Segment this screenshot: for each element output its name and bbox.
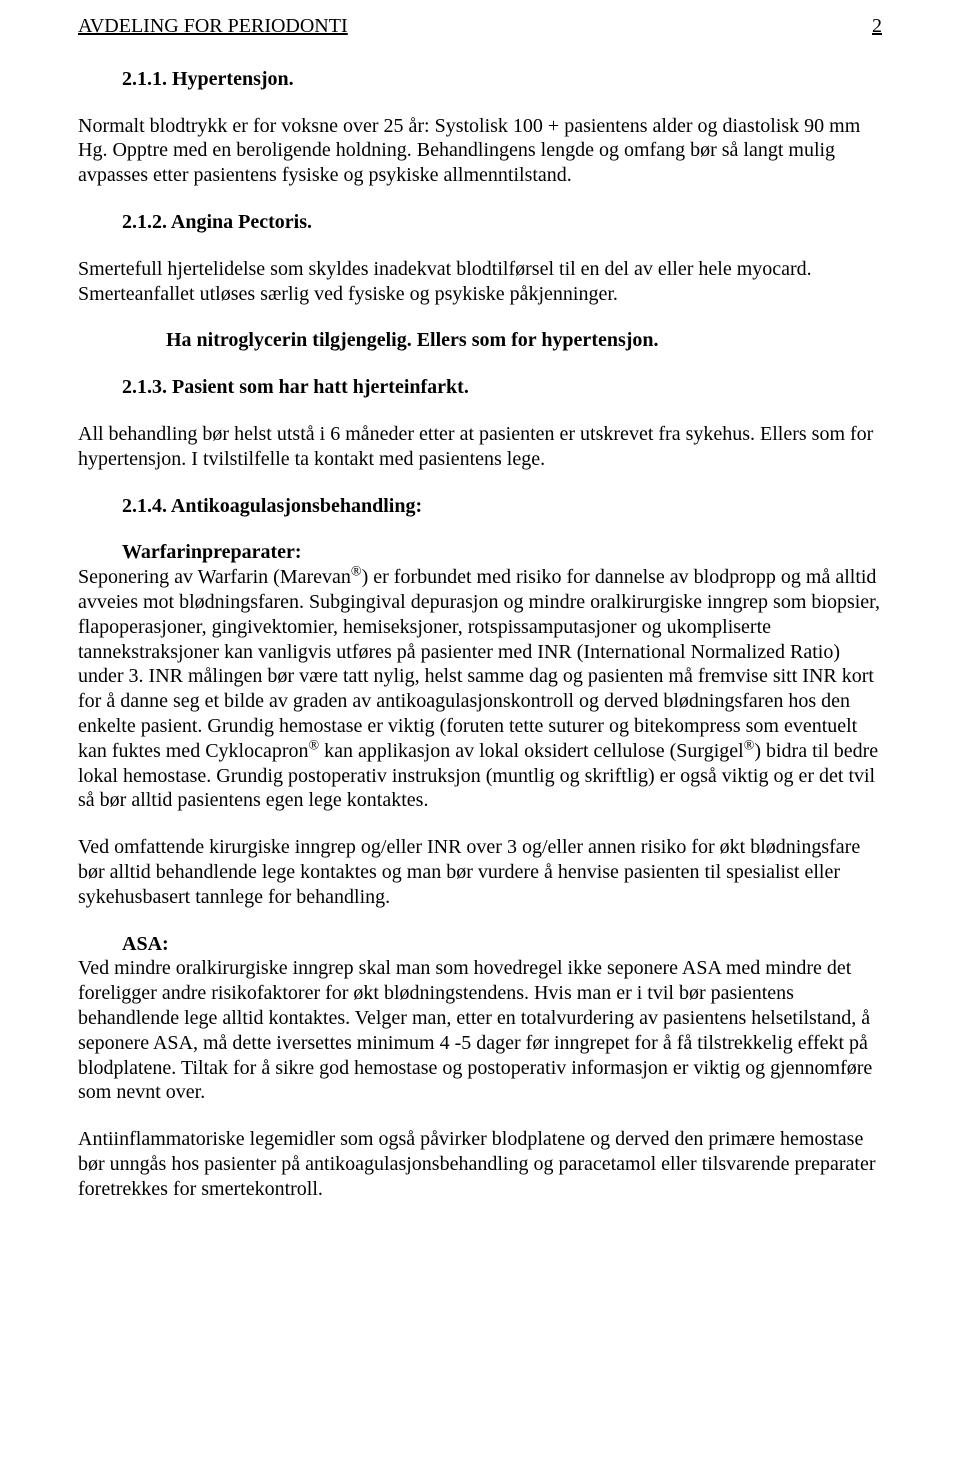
header-title: AVDELING FOR PERIODONTI (78, 14, 348, 39)
warfarin-label: Warfarinpreparater: (78, 540, 302, 565)
registered-icon: ® (744, 738, 755, 753)
asa-label: ASA: (78, 932, 169, 957)
antiinflammatory-body: Antiinflammatoriske legemidler som også … (78, 1127, 882, 1201)
heading-212: 2.1.2. Angina Pectoris. (78, 210, 882, 235)
page-header: AVDELING FOR PERIODONTI 2 (78, 14, 882, 39)
body-213: All behandling bør helst utstå i 6 måned… (78, 422, 882, 472)
body-211: Normalt blodtrykk er for voksne over 25 … (78, 114, 882, 188)
registered-icon: ® (309, 738, 320, 753)
warfarin-body-c: kan applikasjon av lokal oksidert cellul… (319, 740, 744, 762)
heading-213: 2.1.3. Pasient som har hatt hjerteinfark… (78, 375, 882, 400)
warfarin-block: Warfarinpreparater: Seponering av Warfar… (78, 540, 882, 813)
warfarin-body2: Ved omfattende kirurgiske inngrep og/ell… (78, 835, 882, 909)
asa-body: Ved mindre oralkirurgiske inngrep skal m… (78, 957, 872, 1103)
heading-211: 2.1.1. Hypertensjon. (78, 67, 882, 92)
body-212: Smertefull hjertelidelse som skyldes ina… (78, 257, 882, 307)
asa-block: ASA: Ved mindre oralkirurgiske inngrep s… (78, 932, 882, 1106)
note-212: Ha nitroglycerin tilgjengelig. Ellers so… (78, 328, 882, 353)
header-page-number: 2 (872, 14, 882, 39)
warfarin-body-b: ) er forbundet med risiko for dannelse a… (78, 566, 880, 762)
warfarin-body-a: Seponering av Warfarin (Marevan (78, 566, 351, 588)
registered-icon: ® (351, 565, 362, 580)
heading-214: 2.1.4. Antikoagulasjonsbehandling: (78, 494, 882, 519)
